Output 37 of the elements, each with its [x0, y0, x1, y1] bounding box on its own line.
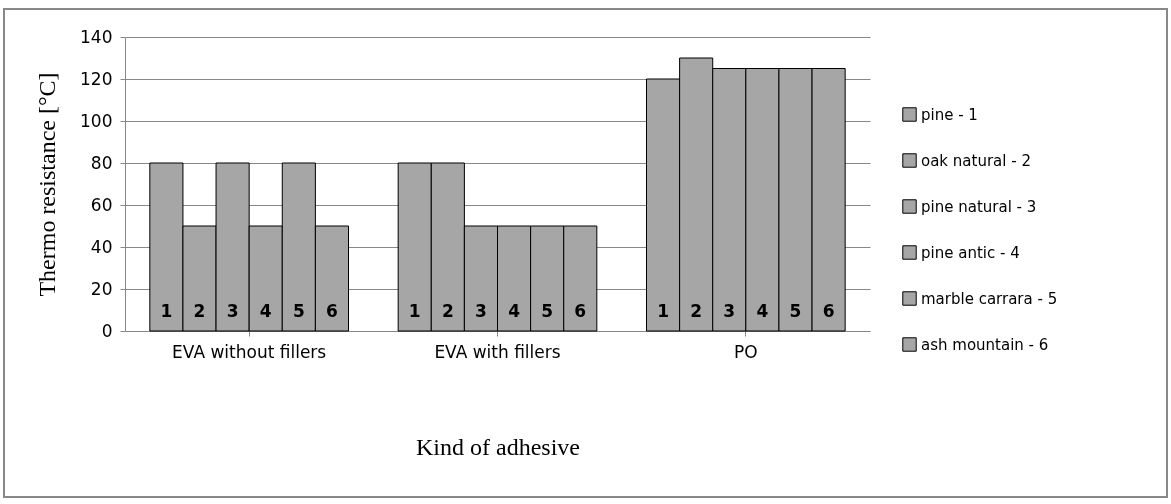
- legend-label: ash mountain - 6: [921, 335, 1049, 354]
- annotation: 1: [657, 301, 669, 321]
- annotation: 3: [475, 301, 487, 321]
- annotation: 6: [574, 301, 587, 321]
- annotation: 4: [508, 301, 521, 321]
- annotation: 3: [723, 301, 736, 321]
- annotation: 2: [441, 301, 454, 321]
- y-tick-label: 100: [80, 110, 113, 131]
- legend-label: marble carrara - 5: [921, 289, 1058, 308]
- annotation: 2: [193, 301, 206, 321]
- x-axis-title: Kind of adhesive: [416, 433, 580, 460]
- y-tick-label: 60: [90, 194, 113, 215]
- annotation: 4: [259, 301, 272, 321]
- y-tick-label: 20: [90, 278, 113, 299]
- annotation: 3: [226, 301, 239, 321]
- annotation: 1: [160, 301, 173, 321]
- y-tick-label: 40: [90, 236, 113, 257]
- y-tick-label: 140: [80, 26, 113, 47]
- legend-label: pine - 1: [921, 105, 978, 124]
- y-tick-label: 0: [101, 320, 113, 341]
- y-tick-label: 80: [90, 152, 113, 173]
- annotation: 6: [326, 301, 338, 321]
- annotation: 1: [408, 301, 421, 321]
- annotation: 4: [756, 301, 769, 321]
- annotation: 5: [789, 301, 802, 321]
- legend-label: pine natural - 3: [921, 197, 1037, 216]
- annotation: 6: [822, 301, 835, 321]
- x-tick-label: EVA with fillers: [434, 341, 561, 362]
- y-tick-label: 120: [80, 68, 113, 89]
- y-axis-title: Thermo resistance [°C]: [34, 72, 61, 297]
- x-tick-label: PO: [734, 341, 758, 362]
- annotation: 5: [541, 301, 554, 321]
- legend-label: oak natural - 2: [921, 151, 1031, 170]
- legend-label: pine antic - 4: [921, 243, 1020, 262]
- annotation: 5: [292, 301, 305, 321]
- annotation: 2: [690, 301, 703, 321]
- x-tick-label: EVA without fillers: [172, 341, 327, 362]
